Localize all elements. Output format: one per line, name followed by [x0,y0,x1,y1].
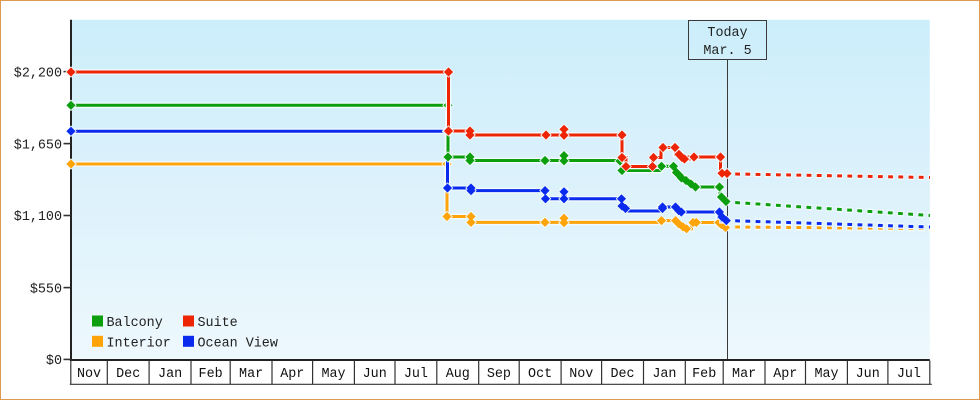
svg-text:$550: $550 [30,282,62,297]
svg-text:Jan: Jan [158,367,182,382]
svg-text:Sep: Sep [487,367,511,382]
svg-text:Interior: Interior [107,336,171,351]
svg-text:Jun: Jun [363,367,387,382]
svg-text:May: May [814,367,838,382]
svg-text:Jan: Jan [652,367,676,382]
svg-text:Mar. 5: Mar. 5 [703,44,751,59]
svg-text:Apr: Apr [773,367,797,382]
svg-text:Dec: Dec [116,367,140,382]
svg-text:Nov: Nov [77,367,101,382]
svg-text:Today: Today [707,26,747,41]
svg-text:Apr: Apr [280,367,304,382]
svg-text:Dec: Dec [610,367,634,382]
svg-text:Mar: Mar [732,367,756,382]
svg-text:Jul: Jul [897,367,921,382]
svg-text:Oct: Oct [528,367,552,382]
svg-text:$1,650: $1,650 [14,138,62,153]
svg-text:Suite: Suite [198,316,238,331]
svg-text:Aug: Aug [446,367,470,382]
svg-text:Jun: Jun [856,367,880,382]
svg-text:Feb: Feb [692,367,716,382]
svg-text:$0: $0 [46,354,62,369]
svg-text:May: May [321,367,345,382]
svg-text:Feb: Feb [199,367,223,382]
svg-text:Jul: Jul [404,367,428,382]
svg-text:Balcony: Balcony [107,316,163,331]
svg-text:$2,200: $2,200 [14,66,62,81]
svg-text:Nov: Nov [569,367,593,382]
svg-text:Ocean View: Ocean View [198,336,278,351]
svg-text:Mar: Mar [239,367,263,382]
svg-text:$1,100: $1,100 [14,210,62,225]
